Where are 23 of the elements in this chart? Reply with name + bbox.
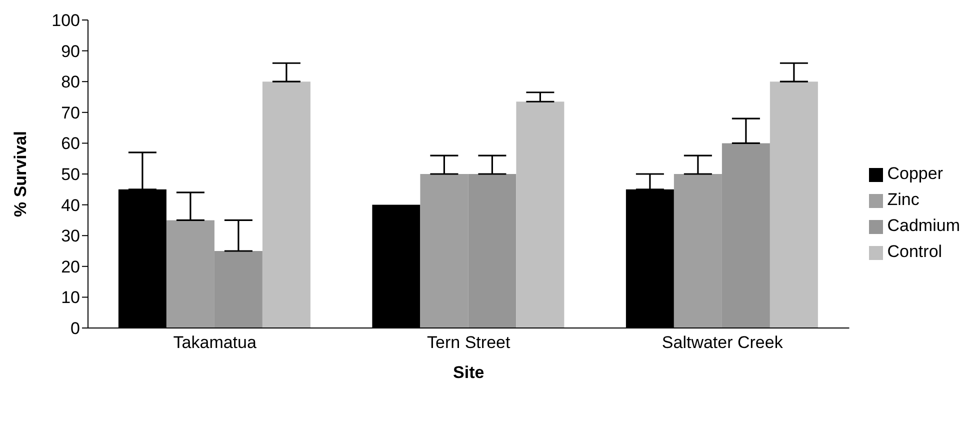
y-tick-label: 100 bbox=[52, 11, 80, 30]
x-tick-label: Saltwater Creek bbox=[662, 333, 784, 352]
legend-label: Control bbox=[887, 242, 942, 261]
y-axis-title: % Survival bbox=[11, 131, 30, 217]
x-tick-label: Tern Street bbox=[427, 333, 510, 352]
legend-label: Copper bbox=[887, 164, 944, 183]
x-tick-label: Takamatua bbox=[173, 333, 257, 352]
x-axis-title: Site bbox=[453, 363, 484, 382]
y-tick-label: 20 bbox=[61, 257, 80, 276]
y-tick-label: 30 bbox=[61, 226, 80, 246]
y-tick-label: 70 bbox=[61, 103, 80, 122]
y-tick-label: 60 bbox=[61, 134, 80, 154]
bar bbox=[262, 82, 310, 328]
y-tick-label: 0 bbox=[70, 319, 80, 338]
y-tick-label: 80 bbox=[61, 72, 80, 92]
legend-label: Zinc bbox=[887, 190, 920, 209]
y-tick-label: 50 bbox=[61, 165, 80, 184]
bar bbox=[516, 102, 564, 328]
y-tick-label: 10 bbox=[61, 288, 80, 308]
y-tick-label: 90 bbox=[61, 42, 80, 61]
y-tick-label: 40 bbox=[61, 196, 80, 215]
legend-label: Cadmium bbox=[887, 216, 960, 235]
bar bbox=[770, 82, 818, 328]
